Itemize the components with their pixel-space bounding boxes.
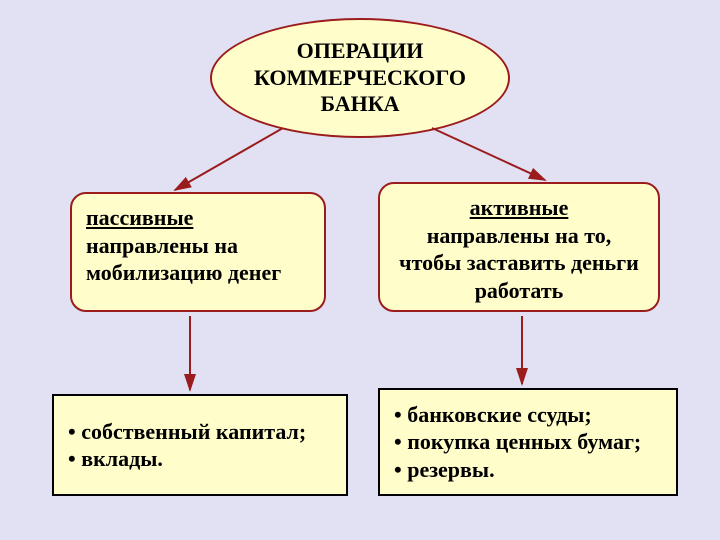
list-item: вклады. <box>68 445 306 473</box>
root-ellipse: ОПЕРАЦИИ КОММЕРЧЕСКОГО БАНКА <box>210 18 510 138</box>
active-title: активные <box>470 195 569 220</box>
active-list: банковские ссуды;покупка ценных бумаг;ре… <box>394 401 641 484</box>
list-item: покупка ценных бумаг; <box>394 428 641 456</box>
arrow <box>175 128 283 190</box>
passive-box: пассивные направлены на мобилизацию дене… <box>70 192 326 312</box>
passive-title: пассивные <box>86 205 193 230</box>
passive-details: собственный капитал;вклады. <box>52 394 348 496</box>
active-body: направлены на то, чтобы заставить деньги… <box>399 223 639 303</box>
passive-list: собственный капитал;вклады. <box>68 418 306 473</box>
root-ellipse-text: ОПЕРАЦИИ КОММЕРЧЕСКОГО БАНКА <box>212 38 508 117</box>
list-item: банковские ссуды; <box>394 401 641 429</box>
list-item: резервы. <box>394 456 641 484</box>
passive-body: направлены на мобилизацию денег <box>86 233 281 286</box>
list-item: собственный капитал; <box>68 418 306 446</box>
active-box: активные направлены на то, чтобы застави… <box>378 182 660 312</box>
active-details: банковские ссуды;покупка ценных бумаг;ре… <box>378 388 678 496</box>
arrow <box>432 128 545 180</box>
